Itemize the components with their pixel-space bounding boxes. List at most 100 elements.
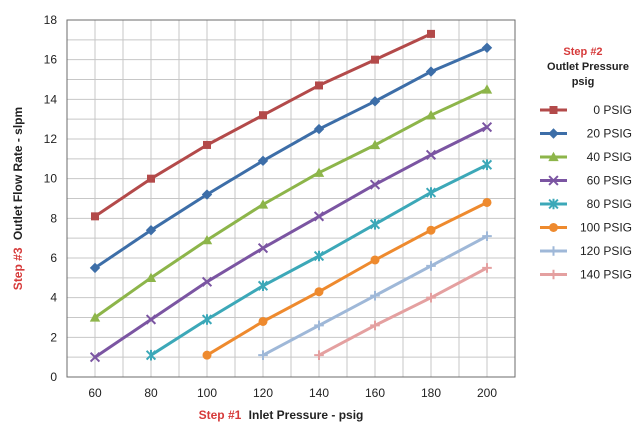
- series-140-psig: [314, 263, 492, 360]
- point-marker-plus: [314, 320, 324, 331]
- point-marker-square: [147, 174, 155, 183]
- y-tick-label: 8: [50, 211, 57, 225]
- point-marker-plus: [258, 350, 268, 360]
- point-marker-square: [371, 55, 379, 64]
- point-marker-plus: [314, 350, 324, 360]
- point-marker-square: [259, 111, 267, 120]
- y-tick-label: 6: [50, 251, 57, 265]
- legend-item: 100 PSIG: [540, 221, 632, 235]
- legend-label: 120 PSIG: [580, 244, 632, 258]
- point-marker-plus: [548, 269, 559, 280]
- series-20-psig: [89, 42, 493, 274]
- point-marker-triangle: [257, 199, 269, 209]
- series-line: [318, 266, 488, 357]
- legend-step-label: Step #2: [563, 46, 602, 58]
- series-80-psig: [145, 159, 493, 361]
- point-marker-x: [369, 179, 381, 190]
- y-tick-label: 14: [44, 92, 58, 106]
- series-line: [94, 46, 488, 270]
- legend-item: 20 PSIG: [540, 127, 632, 141]
- point-marker-diamond: [257, 155, 269, 167]
- point-marker-square: [91, 212, 99, 221]
- point-marker-circle: [549, 223, 558, 232]
- point-marker-star: [201, 314, 213, 325]
- legend-item: 120 PSIG: [540, 244, 632, 258]
- x-tick-label: 80: [144, 386, 158, 400]
- point-marker-circle: [314, 287, 324, 297]
- y-axis-label: Step #3 Outlet Flow Rate - slpm: [11, 107, 25, 290]
- point-marker-x: [89, 352, 101, 363]
- point-marker-triangle: [548, 151, 559, 162]
- legend-items: 0 PSIG 20 PSIG 40 PSIG 60 PSIG 80 PSIG 100 PS…: [540, 103, 632, 282]
- legend-title: Outlet Pressure: [547, 61, 629, 73]
- point-marker-diamond: [201, 189, 213, 200]
- legend-label: 0 PSIG: [593, 103, 632, 117]
- series-lines: [89, 29, 493, 363]
- point-marker-square: [203, 140, 211, 149]
- point-marker-triangle: [201, 234, 213, 245]
- point-marker-x: [257, 242, 269, 254]
- point-marker-triangle: [369, 139, 381, 150]
- y-tick-label: 4: [50, 291, 57, 305]
- point-marker-diamond: [425, 66, 437, 77]
- point-marker-circle: [482, 197, 492, 207]
- point-marker-star: [145, 349, 157, 361]
- point-marker-star: [257, 280, 269, 292]
- tick-labels: 0 2 4 6 8 10 12 14 16 18 60 80 100 120 140 160 180 200: [44, 13, 498, 400]
- point-marker-diamond: [369, 96, 381, 107]
- point-marker-diamond: [89, 262, 101, 274]
- point-marker-triangle: [89, 312, 101, 322]
- point-marker-circle: [426, 225, 436, 235]
- point-marker-square: [549, 106, 558, 114]
- point-marker-plus: [426, 261, 436, 271]
- series-60-psig: [89, 121, 493, 363]
- series-line: [206, 201, 488, 357]
- x-tick-label: 100: [197, 386, 217, 400]
- point-marker-star: [481, 159, 493, 171]
- x-axis-label: Step #1 Inlet Pressure - psig: [199, 408, 364, 422]
- point-marker-plus: [548, 246, 559, 256]
- point-marker-star: [548, 198, 559, 210]
- point-marker-x: [548, 175, 559, 186]
- x-tick-label: 60: [88, 386, 102, 400]
- series-40-psig: [89, 84, 493, 322]
- point-marker-plus: [482, 263, 492, 273]
- y-axis-step-label: Step #3: [11, 247, 25, 290]
- point-marker-square: [315, 81, 323, 90]
- legend-label: 40 PSIG: [587, 150, 632, 164]
- point-marker-triangle: [145, 272, 157, 282]
- point-marker-plus: [370, 290, 380, 301]
- series-100-psig: [202, 197, 492, 360]
- legend-item: 80 PSIG: [540, 197, 632, 211]
- point-marker-diamond: [548, 128, 559, 139]
- legend-label: 20 PSIG: [587, 127, 632, 141]
- point-marker-triangle: [313, 167, 325, 177]
- x-axis-step-label: Step #1: [199, 408, 242, 422]
- plot-frame: [66, 19, 516, 378]
- point-marker-star: [369, 219, 381, 230]
- point-marker-x: [481, 121, 493, 133]
- point-marker-plus: [426, 292, 436, 303]
- x-tick-label: 160: [365, 386, 385, 400]
- y-tick-label: 10: [44, 172, 58, 186]
- point-marker-x: [145, 314, 157, 325]
- legend-item: 0 PSIG: [540, 103, 632, 117]
- legend-label: 100 PSIG: [580, 221, 632, 235]
- legend-label: 60 PSIG: [587, 174, 632, 188]
- point-marker-triangle: [481, 84, 493, 94]
- y-tick-label: 0: [50, 370, 57, 384]
- y-tick-label: 16: [44, 53, 58, 67]
- series-line: [94, 125, 488, 359]
- y-tick-label: 18: [44, 13, 58, 27]
- point-marker-triangle: [425, 110, 437, 120]
- legend-item: 40 PSIG: [540, 150, 632, 164]
- series-line: [94, 88, 488, 319]
- y-tick-label: 12: [44, 132, 58, 146]
- point-marker-circle: [370, 255, 380, 265]
- point-marker-star: [313, 250, 325, 262]
- point-marker-plus: [370, 320, 380, 331]
- point-marker-diamond: [313, 123, 325, 135]
- point-marker-square: [427, 29, 435, 38]
- x-tick-label: 120: [253, 386, 273, 400]
